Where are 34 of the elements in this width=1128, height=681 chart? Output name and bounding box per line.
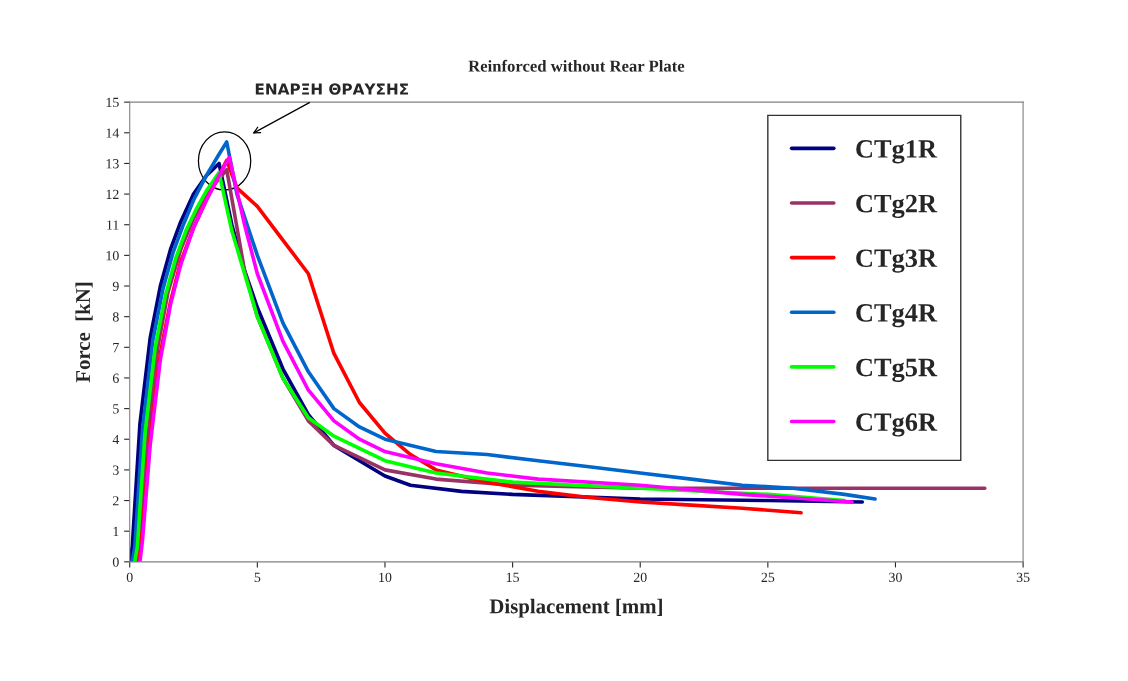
y-tick-label: 3: [113, 465, 119, 475]
y-tick-label: 0: [112, 557, 119, 567]
x-tick-label: 0: [126, 572, 133, 583]
y-tick-label: 9: [112, 281, 119, 291]
y-tick-label: 8: [112, 312, 119, 322]
legend-label: CTg6R: [856, 413, 938, 437]
y-axis-title: Force [kN]: [75, 282, 93, 383]
x-tick-label: 5: [254, 572, 261, 583]
y-tick-label: 2: [112, 496, 119, 506]
legend-label: CTg1R: [856, 140, 938, 164]
y-tick-label: 4: [112, 434, 120, 445]
legend-label: CTg3R: [856, 249, 938, 273]
y-tick-label: 10: [106, 250, 119, 261]
y-tick-label: 12: [106, 189, 119, 199]
chart-title: Reinforced without Rear Plate: [468, 59, 685, 72]
y-tick-label: 1: [113, 526, 119, 536]
x-tick-label: 30: [889, 572, 902, 583]
x-tick-label: 20: [633, 572, 647, 583]
y-tick-label: 6: [112, 373, 119, 383]
y-tick-label: 13: [106, 159, 119, 169]
y-tick-label: 5: [113, 404, 119, 414]
legend-label: CTg2R: [856, 194, 938, 219]
legend-label: CTg4R: [856, 304, 938, 328]
y-tick-label: 15: [106, 97, 119, 108]
x-tick-label: 35: [1016, 572, 1030, 583]
text: ΕΝΑΡΞΗ ΘΡΑΥΣΗΣ: [255, 83, 409, 95]
legend-label: CTg5R: [856, 358, 938, 382]
x-tick-label: 15: [506, 572, 519, 583]
y-tick-label: 14: [106, 128, 120, 138]
y-tick-label: 7: [113, 343, 119, 353]
y-tick-label: 11: [107, 220, 119, 230]
x-tick-label: 10: [379, 572, 392, 583]
x-axis-title: Displacement [mm]: [489, 598, 662, 618]
x-tick-label: 25: [761, 572, 775, 583]
